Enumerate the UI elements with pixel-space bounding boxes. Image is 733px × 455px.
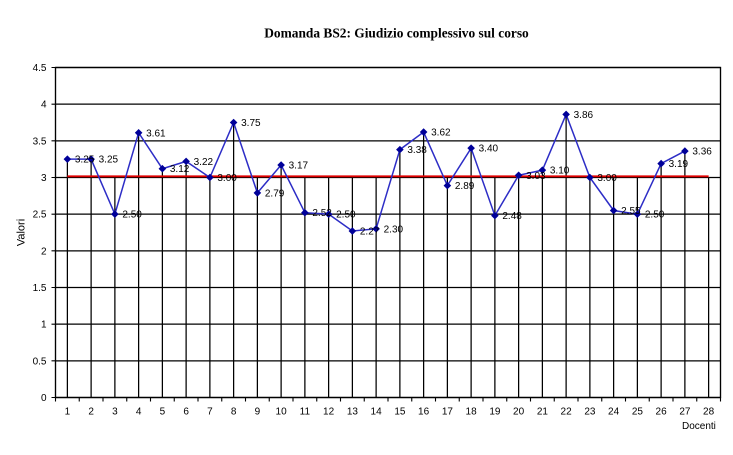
svg-text:3.19: 3.19	[669, 159, 689, 170]
svg-text:3.86: 3.86	[574, 110, 594, 121]
svg-text:6: 6	[183, 407, 189, 418]
svg-text:2.55: 2.55	[621, 206, 641, 217]
svg-text:2.50: 2.50	[645, 210, 665, 221]
svg-text:16: 16	[418, 407, 430, 418]
svg-text:3.5: 3.5	[33, 136, 47, 147]
svg-text:2.50: 2.50	[122, 210, 142, 221]
svg-text:3.03: 3.03	[526, 171, 546, 182]
svg-text:2.52: 2.52	[312, 208, 332, 219]
svg-text:1: 1	[41, 320, 47, 331]
svg-text:3.12: 3.12	[170, 164, 190, 175]
svg-text:23: 23	[584, 407, 596, 418]
svg-text:17: 17	[442, 407, 454, 418]
svg-text:27: 27	[679, 407, 691, 418]
svg-text:2: 2	[41, 246, 47, 257]
svg-text:3: 3	[112, 407, 118, 418]
svg-text:22: 22	[561, 407, 573, 418]
svg-text:3.36: 3.36	[692, 147, 712, 158]
svg-text:12: 12	[323, 407, 335, 418]
svg-text:7: 7	[207, 407, 213, 418]
svg-text:3: 3	[41, 173, 47, 184]
svg-text:15: 15	[394, 407, 406, 418]
svg-text:3.10: 3.10	[550, 166, 570, 177]
svg-text:2: 2	[88, 407, 94, 418]
svg-text:4: 4	[136, 407, 142, 418]
svg-text:2.89: 2.89	[455, 181, 475, 192]
svg-text:8: 8	[231, 407, 237, 418]
svg-text:Domanda BS2: Giudizio compless: Domanda BS2: Giudizio complessivo sul co…	[264, 26, 529, 41]
svg-text:11: 11	[300, 407, 311, 418]
svg-text:21: 21	[537, 407, 549, 418]
svg-text:3.00: 3.00	[217, 173, 237, 184]
svg-text:1.5: 1.5	[33, 283, 47, 294]
svg-text:28: 28	[703, 407, 715, 418]
svg-text:Valori: Valori	[16, 219, 28, 246]
svg-text:5: 5	[160, 407, 166, 418]
svg-text:3.38: 3.38	[407, 145, 427, 156]
svg-text:26: 26	[656, 407, 668, 418]
svg-text:10: 10	[276, 407, 288, 418]
svg-text:1: 1	[65, 407, 71, 418]
svg-text:3.17: 3.17	[289, 161, 309, 172]
svg-text:3.00: 3.00	[597, 173, 617, 184]
svg-text:4: 4	[41, 100, 47, 111]
svg-text:9: 9	[255, 407, 261, 418]
svg-text:24: 24	[608, 407, 620, 418]
svg-text:25: 25	[632, 407, 644, 418]
svg-text:13: 13	[347, 407, 359, 418]
svg-text:18: 18	[466, 407, 478, 418]
svg-text:4.5: 4.5	[33, 63, 47, 74]
svg-text:3.40: 3.40	[479, 144, 499, 155]
svg-text:3.25: 3.25	[75, 155, 95, 166]
svg-text:2.30: 2.30	[384, 224, 404, 235]
svg-text:2.79: 2.79	[265, 188, 285, 199]
svg-text:2.27: 2.27	[360, 227, 380, 238]
svg-text:3.22: 3.22	[194, 157, 214, 168]
svg-text:2.48: 2.48	[502, 211, 522, 222]
svg-text:3.62: 3.62	[431, 128, 451, 139]
svg-text:2.50: 2.50	[336, 210, 356, 221]
svg-text:0.5: 0.5	[33, 356, 47, 367]
svg-text:3.61: 3.61	[146, 128, 166, 139]
svg-text:2.5: 2.5	[33, 210, 47, 221]
svg-text:0: 0	[41, 393, 47, 404]
svg-text:19: 19	[489, 407, 501, 418]
svg-text:14: 14	[371, 407, 383, 418]
svg-text:20: 20	[513, 407, 525, 418]
svg-text:3.75: 3.75	[241, 118, 261, 129]
svg-text:3.25: 3.25	[99, 155, 119, 166]
svg-text:Docenti: Docenti	[682, 421, 716, 432]
